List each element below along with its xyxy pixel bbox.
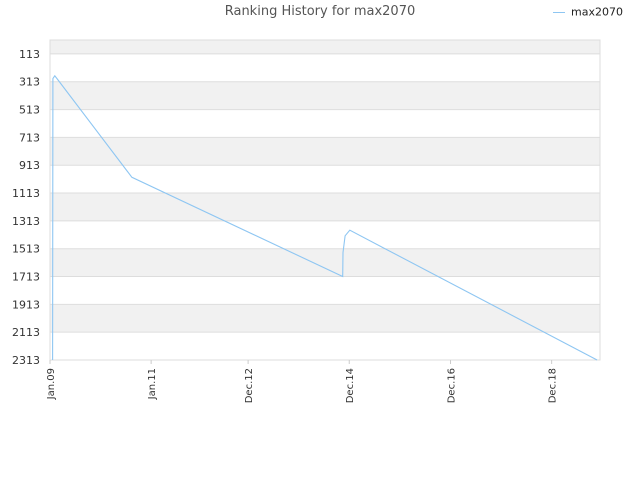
y-tick-label: 1913 <box>12 298 40 311</box>
y-tick-label: 1113 <box>12 187 40 200</box>
x-tick-label: Jan.11 <box>147 368 158 400</box>
y-tick-label: 313 <box>19 76 40 89</box>
series-line-max2070 <box>52 74 598 361</box>
x-tick-label: Dec.14 <box>345 368 356 403</box>
plot-band <box>50 193 600 221</box>
plot-band <box>50 40 600 54</box>
y-tick-label: 1313 <box>12 215 40 228</box>
plot-band <box>50 248 600 277</box>
plot-band <box>50 137 600 166</box>
plot-band <box>50 304 600 333</box>
legend-swatch <box>553 11 565 13</box>
x-tick-label: Dec.18 <box>548 368 559 403</box>
x-tick-label: Jan.09 <box>46 368 57 400</box>
y-tick-label: 913 <box>19 159 40 172</box>
y-tick-label: 713 <box>19 131 40 144</box>
plot-band <box>50 165 600 194</box>
y-tick-label: 1513 <box>12 243 40 256</box>
y-tick-label: 2313 <box>12 354 40 367</box>
plot-band <box>50 332 600 360</box>
plot-band <box>50 53 600 82</box>
y-tick-label: 2113 <box>12 326 40 339</box>
legend-label: max2070 <box>571 5 623 19</box>
y-tick-label: 513 <box>19 104 40 117</box>
plot-band <box>50 276 600 305</box>
chart-title: Ranking History for max2070 <box>224 4 416 19</box>
plot-band <box>50 81 600 110</box>
y-tick-label: 1713 <box>12 271 40 284</box>
legend[interactable]: max2070 <box>553 5 623 19</box>
x-tick-label: Dec.12 <box>244 368 255 403</box>
plot-band <box>50 109 600 138</box>
plot-border <box>49 39 601 361</box>
y-tick-label: 113 <box>19 48 40 61</box>
x-tick-label: Dec.16 <box>447 368 458 403</box>
plot-band <box>50 220 600 249</box>
